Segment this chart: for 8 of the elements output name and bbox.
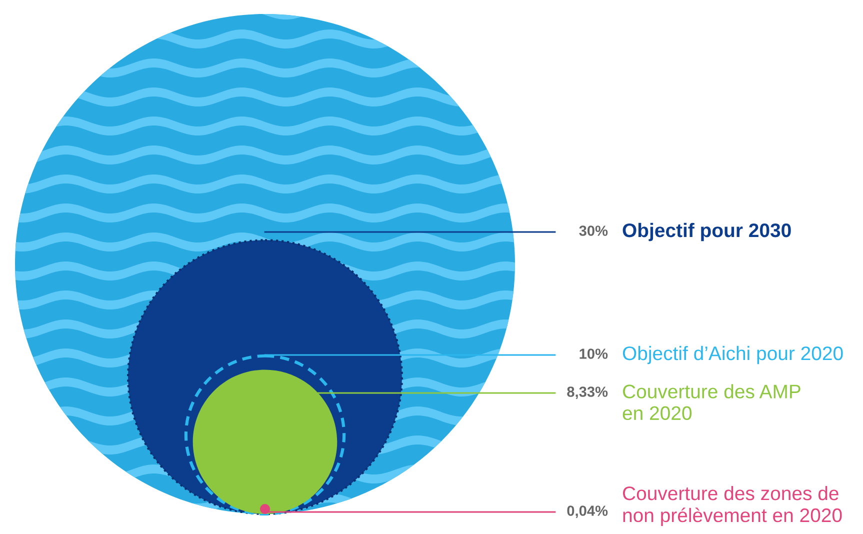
category-label: Couverture des zones de non prélèvement en 2020 <box>622 486 842 526</box>
category-label: Couverture des AMP en 2020 <box>622 384 800 420</box>
data-label: 30% <box>579 226 608 236</box>
data-label: 10% <box>580 348 608 359</box>
category-label: Objectif d’Aichi pour 2020 <box>622 346 843 364</box>
category-label: Objectif pour 2030 <box>622 222 791 242</box>
data-label: 8,33% <box>567 386 608 400</box>
data-label: 0,04% <box>567 506 608 518</box>
